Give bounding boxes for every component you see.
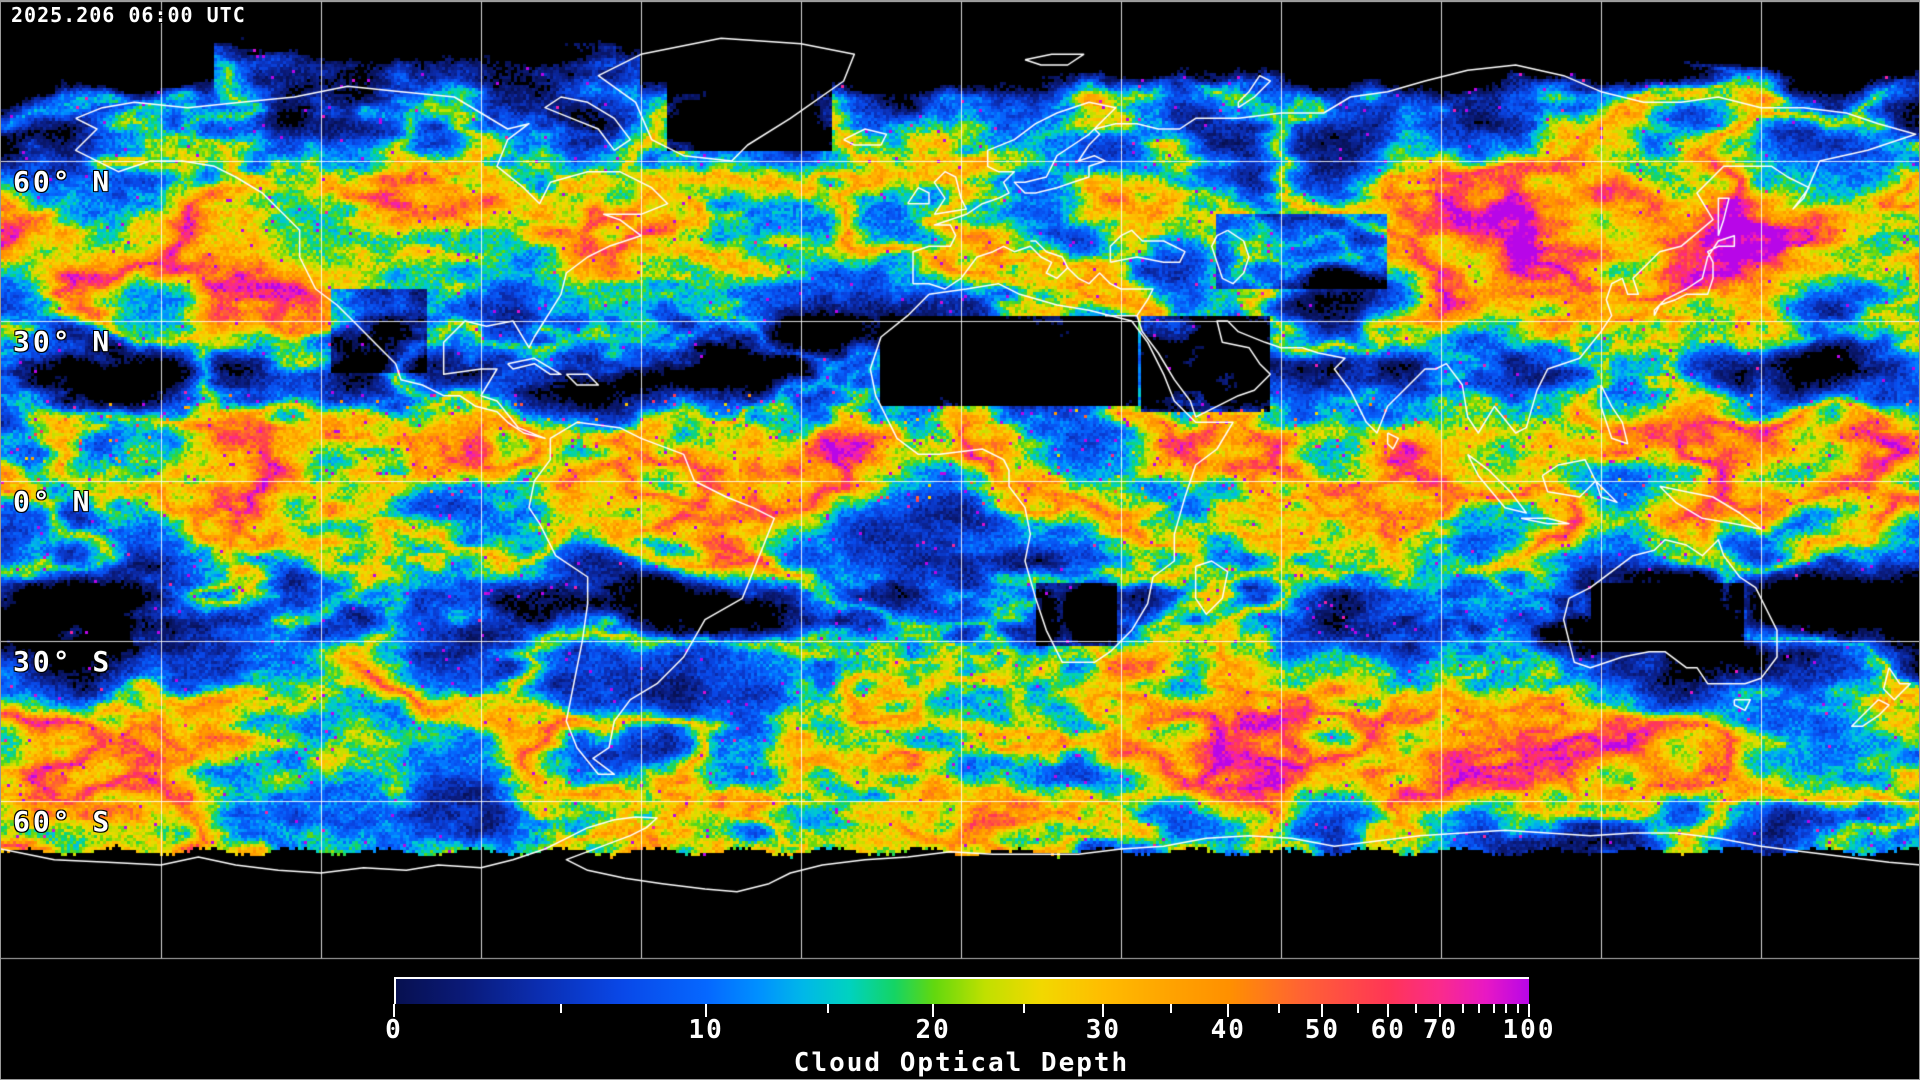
colorbar-tick-value: 0	[385, 1015, 403, 1045]
colorbar-minor-tick	[1022, 1004, 1025, 1013]
latitude-label: 60° N	[13, 165, 113, 198]
colorbar-minor-tick	[1170, 1004, 1173, 1013]
colorbar-minor-tick	[1516, 1004, 1519, 1013]
colorbar-tick-value: 50	[1304, 1015, 1341, 1045]
colorbar-minor-tick	[826, 1004, 829, 1013]
colorbar-tick-value: 70	[1422, 1015, 1459, 1045]
colorbar-minor-tick	[1356, 1004, 1359, 1013]
colorbar-tick-value: 60	[1370, 1015, 1406, 1045]
latitude-label: 30° S	[13, 645, 113, 678]
colorbar-major-tick	[1227, 1004, 1230, 1017]
latitude-label: 0° N	[13, 485, 93, 518]
colorbar-major-tick	[705, 1004, 708, 1017]
colorbar-title: Cloud Optical Depth	[793, 1048, 1130, 1078]
colorbar-tick-value: 100	[1502, 1015, 1556, 1045]
colorbar-major-tick	[1321, 1004, 1324, 1017]
colorbar-minor-tick	[1414, 1004, 1417, 1013]
colorbar-major-tick	[932, 1004, 935, 1017]
colorbar-tick-value: 30	[1085, 1015, 1122, 1045]
colorbar-minor-tick	[1505, 1004, 1508, 1013]
colorbar-minor-tick	[1492, 1004, 1495, 1013]
colorbar-major-tick	[393, 1004, 395, 1017]
colorbar-major-tick	[1102, 1004, 1105, 1017]
colorbar-minor-tick	[559, 1004, 562, 1013]
colorbar-gradient	[394, 977, 1529, 1004]
latitude-label: 60° S	[13, 805, 113, 838]
colorbar-tick-value: 10	[688, 1015, 724, 1045]
colorbar-minor-tick	[1478, 1004, 1481, 1013]
colorbar-major-tick	[1387, 1004, 1390, 1017]
latitude-label: 30° N	[13, 325, 113, 358]
timestamp-label: 2025.206 06:00 UTC	[11, 3, 246, 27]
colorbar-minor-tick	[1462, 1004, 1465, 1013]
colorbar-minor-tick	[1278, 1004, 1281, 1013]
colorbar-tick-value: 20	[915, 1015, 951, 1045]
colorbar-tick-value: 40	[1210, 1015, 1246, 1045]
colorbar-major-tick	[1439, 1004, 1442, 1017]
colorbar-major-tick	[1528, 1004, 1530, 1017]
